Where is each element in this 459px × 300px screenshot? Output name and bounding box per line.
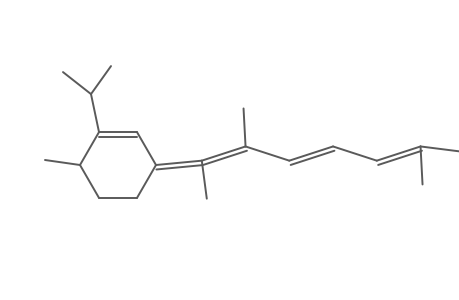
Text: O: O bbox=[457, 206, 459, 220]
